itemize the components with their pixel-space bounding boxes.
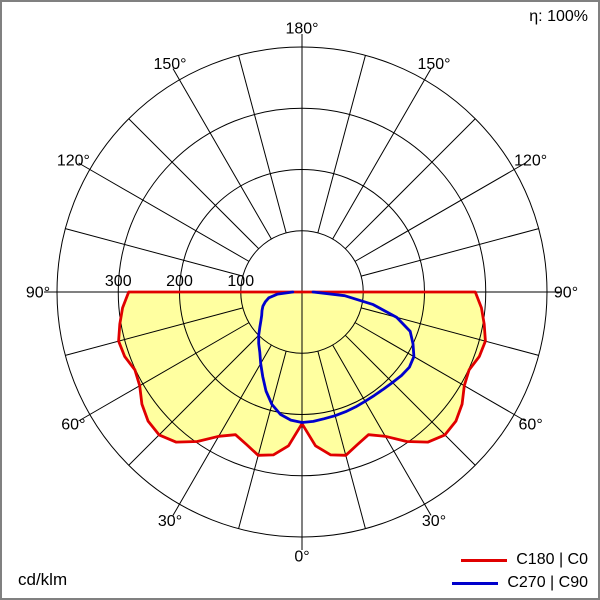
legend-item-c180-c0: C180 | C0 <box>452 551 588 569</box>
curve-c270-c90 <box>257 290 416 424</box>
red-curve-swatch <box>461 558 508 562</box>
svg-text:120°: 120° <box>57 153 90 170</box>
svg-text:0°: 0° <box>294 549 309 566</box>
blue-curve-swatch <box>452 581 499 585</box>
svg-text:90°: 90° <box>554 285 578 302</box>
svg-text:150°: 150° <box>417 56 450 73</box>
svg-text:60°: 60° <box>61 417 85 434</box>
svg-text:120°: 120° <box>514 153 547 170</box>
svg-text:150°: 150° <box>153 56 186 73</box>
legend: C180 | C0 C270 | C90 <box>452 551 588 592</box>
legend-label-c180-c0: C180 | C0 <box>516 551 588 568</box>
svg-text:200: 200 <box>166 273 193 290</box>
svg-text:30°: 30° <box>158 513 182 530</box>
svg-text:100: 100 <box>227 273 254 290</box>
curve-c180-c0 <box>117 290 487 457</box>
svg-text:180°: 180° <box>285 21 318 38</box>
svg-text:90°: 90° <box>26 285 50 302</box>
svg-text:60°: 60° <box>519 417 543 434</box>
legend-item-c270-c90: C270 | C90 <box>452 574 588 592</box>
legend-label-c270-c90: C270 | C90 <box>507 574 588 591</box>
efficiency-label: η: 100% <box>529 8 588 25</box>
svg-text:300: 300 <box>105 273 132 290</box>
unit-label: cd/klm <box>18 570 68 589</box>
svg-text:30°: 30° <box>422 513 446 530</box>
